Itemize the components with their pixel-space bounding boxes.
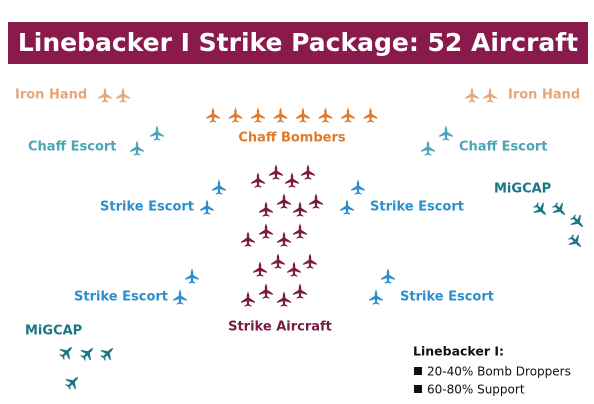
aircraft-icon <box>277 193 291 209</box>
aircraft-icon <box>301 164 315 180</box>
aircraft-icon <box>351 179 365 195</box>
aircraft-icon <box>369 289 383 305</box>
aircraft-icon <box>77 342 99 364</box>
group-label: Strike Escort <box>74 290 168 305</box>
aircraft-icon <box>116 87 130 103</box>
aircraft-icon <box>303 253 317 269</box>
aircraft-icon <box>549 199 571 221</box>
aircraft-icon <box>363 107 378 123</box>
group-label: Strike Aircraft <box>228 320 332 335</box>
aircraft-icon <box>253 261 267 277</box>
aircraft-icon <box>269 164 283 180</box>
aircraft-icon <box>483 87 497 103</box>
legend-item: 60-80% Support <box>427 383 525 397</box>
legend-item: 20-40% Bomb Droppers <box>427 365 571 379</box>
group-label: Chaff Escort <box>459 140 548 155</box>
group-label: Iron Hand <box>15 88 87 103</box>
aircraft-icon <box>259 201 273 217</box>
group-label: Chaff Bombers <box>238 131 346 146</box>
title-bar <box>8 22 588 64</box>
aircraft-icon <box>340 199 354 215</box>
aircraft-icon <box>318 107 333 123</box>
aircraft-icon <box>200 199 214 215</box>
aircraft-icon <box>293 201 307 217</box>
aircraft-icon <box>277 291 291 307</box>
title: Linebacker I Strike Package: 52 Aircraft <box>18 28 578 57</box>
aircraft-icon <box>259 223 273 239</box>
aircraft-icon <box>567 211 589 233</box>
aircraft-icon <box>287 261 301 277</box>
aircraft-icon <box>130 140 144 156</box>
aircraft-icon <box>565 231 587 253</box>
aircraft-icon <box>421 140 435 156</box>
group-label: Iron Hand <box>508 88 580 103</box>
aircraft-icon <box>228 107 243 123</box>
aircraft-icon <box>98 87 112 103</box>
aircraft-icon <box>62 371 84 393</box>
group-label: Strike Escort <box>100 200 194 215</box>
group-label: Chaff Escort <box>28 140 117 155</box>
aircraft-icon <box>259 283 273 299</box>
legend-bullet <box>414 385 422 393</box>
aircraft-icon <box>150 125 164 141</box>
aircraft-icon <box>241 291 255 307</box>
aircraft-icon <box>173 289 187 305</box>
group-label: MiGCAP <box>494 182 551 197</box>
aircraft-icon <box>251 107 265 123</box>
aircraft-icon <box>251 172 265 188</box>
aircraft-icon <box>185 268 199 284</box>
aircraft-icon <box>285 172 299 188</box>
aircraft-icon <box>465 87 479 103</box>
group-label: Strike Escort <box>400 290 494 305</box>
group-label: Strike Escort <box>370 200 464 215</box>
aircraft-icon <box>293 283 307 299</box>
aircraft-icon <box>293 223 307 239</box>
aircraft-icon <box>341 107 355 123</box>
group-label: MiGCAP <box>25 324 82 339</box>
aircraft-icon <box>381 268 395 284</box>
aircraft-icon <box>296 107 310 123</box>
aircraft-icon <box>97 342 119 364</box>
aircraft-icon <box>530 199 552 221</box>
legend-bullet <box>414 367 422 375</box>
aircraft-icon <box>212 179 226 195</box>
aircraft-icon <box>439 125 453 141</box>
aircraft-icon <box>273 107 288 123</box>
aircraft-icon <box>56 341 78 363</box>
aircraft-icon <box>206 107 220 123</box>
aircraft-icon <box>309 193 323 209</box>
aircraft-icon <box>271 253 285 269</box>
legend-heading: Linebacker I: <box>413 344 504 359</box>
aircraft-icon <box>277 231 291 247</box>
aircraft-icon <box>241 231 255 247</box>
